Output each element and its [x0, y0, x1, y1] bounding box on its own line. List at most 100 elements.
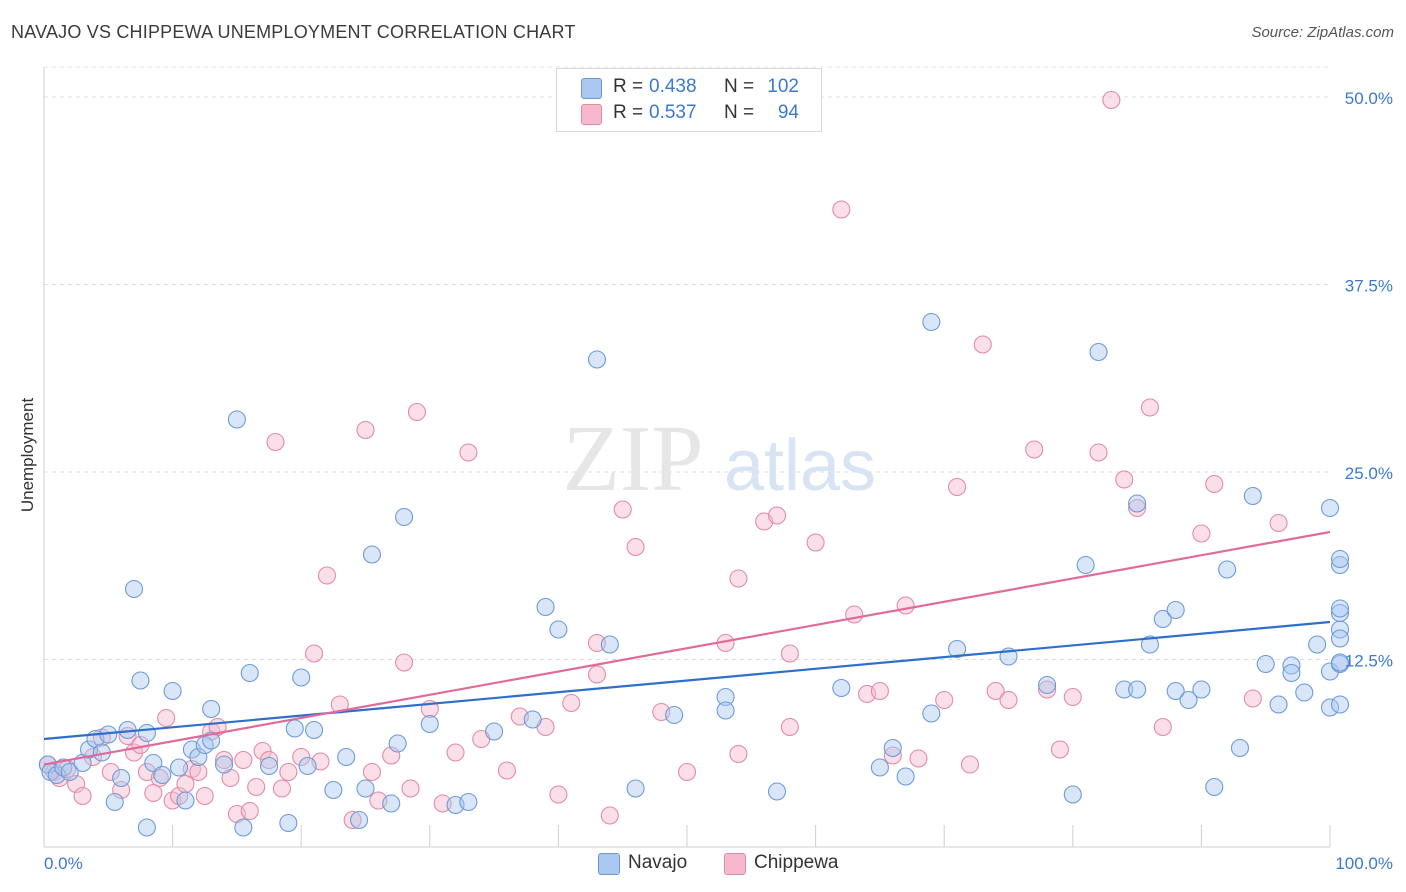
- navajo-point: [1063, 785, 1082, 804]
- navajo-point: [1205, 777, 1224, 797]
- navajo-point: [716, 701, 735, 720]
- chippewa-point: [999, 690, 1018, 710]
- navajo-point: [202, 731, 221, 750]
- chippewa-point: [948, 477, 967, 497]
- tick-labels: 12.5% 25.0% 37.5% 50.0% 0.0% 100.0%: [44, 89, 1393, 873]
- navajo-point: [131, 671, 150, 690]
- chippewa-point: [395, 653, 414, 672]
- stats-legend: R = 0.438 N = 102 R = 0.537 N = 94: [556, 68, 822, 132]
- chippewa-point: [1269, 513, 1288, 533]
- navajo-point: [1128, 680, 1147, 699]
- navajo-point: [1330, 603, 1350, 623]
- chippewa-point: [677, 762, 697, 782]
- navajo-point: [214, 755, 234, 774]
- navajo-point: [137, 723, 156, 743]
- navajo-point: [1295, 683, 1314, 702]
- chippewa-point: [279, 762, 298, 782]
- navajo-point: [105, 792, 124, 812]
- navajo-point: [1320, 662, 1340, 681]
- navajo-point: [259, 756, 279, 776]
- watermark-zip: ZIP: [563, 407, 704, 511]
- navajo-point: [144, 753, 163, 773]
- navajo-point: [1166, 600, 1185, 620]
- navajo-point: [420, 714, 439, 734]
- navajo-point: [337, 747, 356, 767]
- chippewa-point: [729, 744, 748, 764]
- chippewa-point: [240, 801, 259, 821]
- grid: [44, 66, 1330, 660]
- chippewa-point: [343, 810, 362, 830]
- chippewa-point: [832, 200, 851, 219]
- watermark-atlas: atlas: [724, 426, 876, 506]
- navajo-point: [665, 705, 684, 725]
- legend-label-navajo: Navajo: [628, 852, 688, 873]
- navajo-point: [1230, 738, 1250, 758]
- navajo-point: [388, 734, 407, 753]
- chippewa-point: [562, 693, 581, 713]
- chippewa-point: [587, 665, 607, 684]
- chippewa-point: [806, 533, 825, 552]
- navajo-point: [523, 710, 542, 729]
- navajo-point: [1330, 629, 1350, 648]
- chippewa-point: [780, 644, 799, 663]
- chippewa-point: [845, 605, 864, 624]
- y-tick-label: 50.0%: [1345, 89, 1393, 108]
- chippewa-point: [234, 750, 253, 770]
- navajo-point: [767, 782, 787, 801]
- chippewa-point: [1050, 740, 1069, 759]
- chippewa-point: [150, 768, 169, 788]
- x-tick-label: 0.0%: [44, 854, 83, 873]
- chippewa-point: [1128, 498, 1147, 518]
- n-value: 94: [777, 102, 799, 123]
- chippewa-point: [101, 762, 120, 782]
- chippewa-point: [973, 335, 992, 354]
- chippewa-trend-line: [43, 530, 1331, 766]
- chippewa-point: [896, 596, 915, 615]
- navajo-point: [459, 792, 478, 812]
- navajo-point: [1330, 653, 1350, 672]
- chippewa-point: [1089, 443, 1108, 462]
- chippewa-point: [600, 806, 619, 825]
- chippewa-point: [626, 537, 645, 557]
- chippewa-point: [259, 750, 279, 770]
- navajo-point: [1320, 698, 1340, 717]
- navajo-legend-swatch: [598, 853, 620, 875]
- chippewa-point: [870, 681, 889, 701]
- chippewa-point: [401, 779, 420, 798]
- chippewa-point: [362, 762, 381, 782]
- n-label: N =: [724, 102, 755, 123]
- navajo-point: [626, 779, 645, 798]
- chippewa-point: [1025, 440, 1044, 459]
- navajo-point: [922, 704, 941, 723]
- chippewa-point: [305, 644, 324, 663]
- r-label: R =: [613, 102, 644, 123]
- chippewa-point: [73, 786, 92, 806]
- y-tick-label: 25.0%: [1345, 464, 1393, 483]
- navajo-point: [153, 765, 172, 785]
- chippewa-point: [1115, 470, 1134, 489]
- navajo-point: [1128, 494, 1147, 513]
- chippewa-point: [497, 761, 517, 780]
- navajo-point: [112, 768, 131, 788]
- navajo-point: [234, 818, 253, 837]
- navajo-point: [169, 758, 189, 777]
- navajo-point: [285, 719, 304, 738]
- navajo-trend-line: [43, 620, 1331, 741]
- navajo-point: [549, 620, 568, 639]
- r-value: 0.537: [649, 102, 697, 123]
- navajo-point: [1330, 555, 1350, 575]
- chippewa-point: [1140, 398, 1160, 417]
- chippewa-point: [176, 774, 195, 794]
- x-tick-label: 100.0%: [1335, 854, 1393, 873]
- navajo-point: [600, 635, 619, 654]
- chippewa-point: [446, 743, 465, 762]
- navajo-swatch: [581, 78, 602, 99]
- navajo-point: [137, 818, 156, 837]
- navajo-point: [1140, 635, 1160, 654]
- navajo-point: [1330, 549, 1350, 569]
- chippewa-point: [960, 755, 979, 774]
- navajo-point: [395, 507, 414, 527]
- chippewa-point: [1102, 90, 1121, 110]
- chippewa-point: [189, 762, 208, 782]
- chippewa-point: [253, 741, 272, 761]
